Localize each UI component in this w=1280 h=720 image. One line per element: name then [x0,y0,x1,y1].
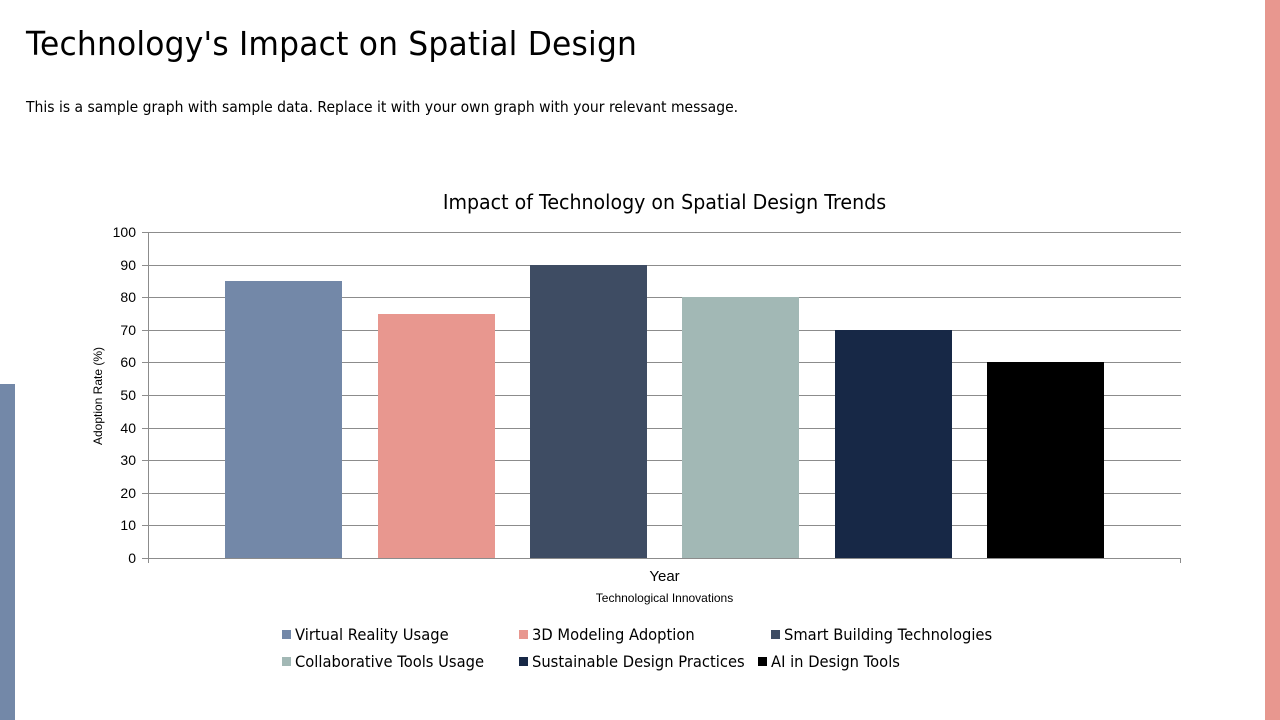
gridline [148,329,1181,331]
chart-title: Impact of Technology on Spatial Design T… [442,190,887,214]
y-tick-label: 50 [120,387,136,403]
y-tick-label: 10 [120,517,136,534]
legend-label: Sustainable Design Practices [532,652,745,671]
legend-item: Virtual Reality Usage [282,625,462,644]
gridline [148,297,1181,299]
y-axis-line [148,232,149,563]
y-tick-mark [142,492,149,494]
y-tick-mark [142,427,149,429]
legend-item: 3D Modeling Adoption [519,625,709,644]
bar-smart-building-technologies [530,264,647,558]
gridline [148,427,1181,429]
legend-swatch-icon [282,630,291,639]
legend-swatch-icon [282,657,291,666]
y-tick-mark [142,297,149,299]
y-tick-mark [142,460,149,462]
y-tick-mark [142,329,149,331]
x-axis-line [148,558,1181,559]
y-tick-label: 0 [128,550,136,566]
legend-label: Smart Building Technologies [784,625,993,644]
legend-item: Smart Building Technologies [771,625,1010,644]
right-accent-bar [1265,0,1280,720]
legend-item: Collaborative Tools Usage [282,652,500,671]
legend-label: Collaborative Tools Usage [295,652,485,671]
legend-item: AI in Design Tools [758,652,911,671]
y-tick-mark [142,395,149,396]
bar-ai-in-design-tools [987,362,1104,558]
y-tick-label: 70 [120,321,136,338]
y-tick-mark [142,362,149,364]
gridline [148,362,1181,364]
bar-virtual-reality-usage [225,280,342,558]
bar-collaborative-tools-usage [682,297,799,558]
y-axis-title: Adoption Rate (%) [91,346,105,446]
legend-swatch-icon [758,657,767,666]
y-tick-label: 40 [120,419,136,436]
y-tick-label: 60 [120,354,136,371]
slide-title: Technology's Impact on Spatial Design [26,24,638,63]
x-axis-end-tick [1180,558,1181,563]
y-tick-label: 30 [120,452,136,469]
bar-sustainable-design-practices [835,329,952,558]
gridline [148,525,1181,527]
gridline [148,395,1181,396]
bar-3d-modeling-adoption [378,313,495,558]
legend-swatch-icon [519,657,528,666]
legend-swatch-icon [771,630,780,639]
legend-item: Sustainable Design Practices [519,652,763,671]
legend-swatch-icon [519,630,528,639]
slide-subtitle: This is a sample graph with sample data.… [26,98,739,116]
y-tick-mark [142,558,149,559]
legend-label: AI in Design Tools [771,652,900,671]
x-axis-title: Technological Innovations [595,591,734,605]
gridline [148,264,1181,266]
y-tick-mark [142,525,149,527]
y-tick-mark [142,232,149,233]
y-tick-label: 20 [120,484,136,501]
x-category-label: Year [649,568,680,585]
gridline [148,232,1181,233]
gridline [148,460,1181,462]
legend-label: 3D Modeling Adoption [532,625,695,644]
y-tick-mark [142,264,149,266]
y-tick-label: 90 [120,256,136,273]
left-accent-bar [0,384,15,720]
plot-area [148,232,1181,558]
gridline [148,492,1181,494]
legend-label: Virtual Reality Usage [295,625,449,644]
y-tick-label: 100 [112,224,136,240]
y-tick-label: 80 [120,289,136,306]
